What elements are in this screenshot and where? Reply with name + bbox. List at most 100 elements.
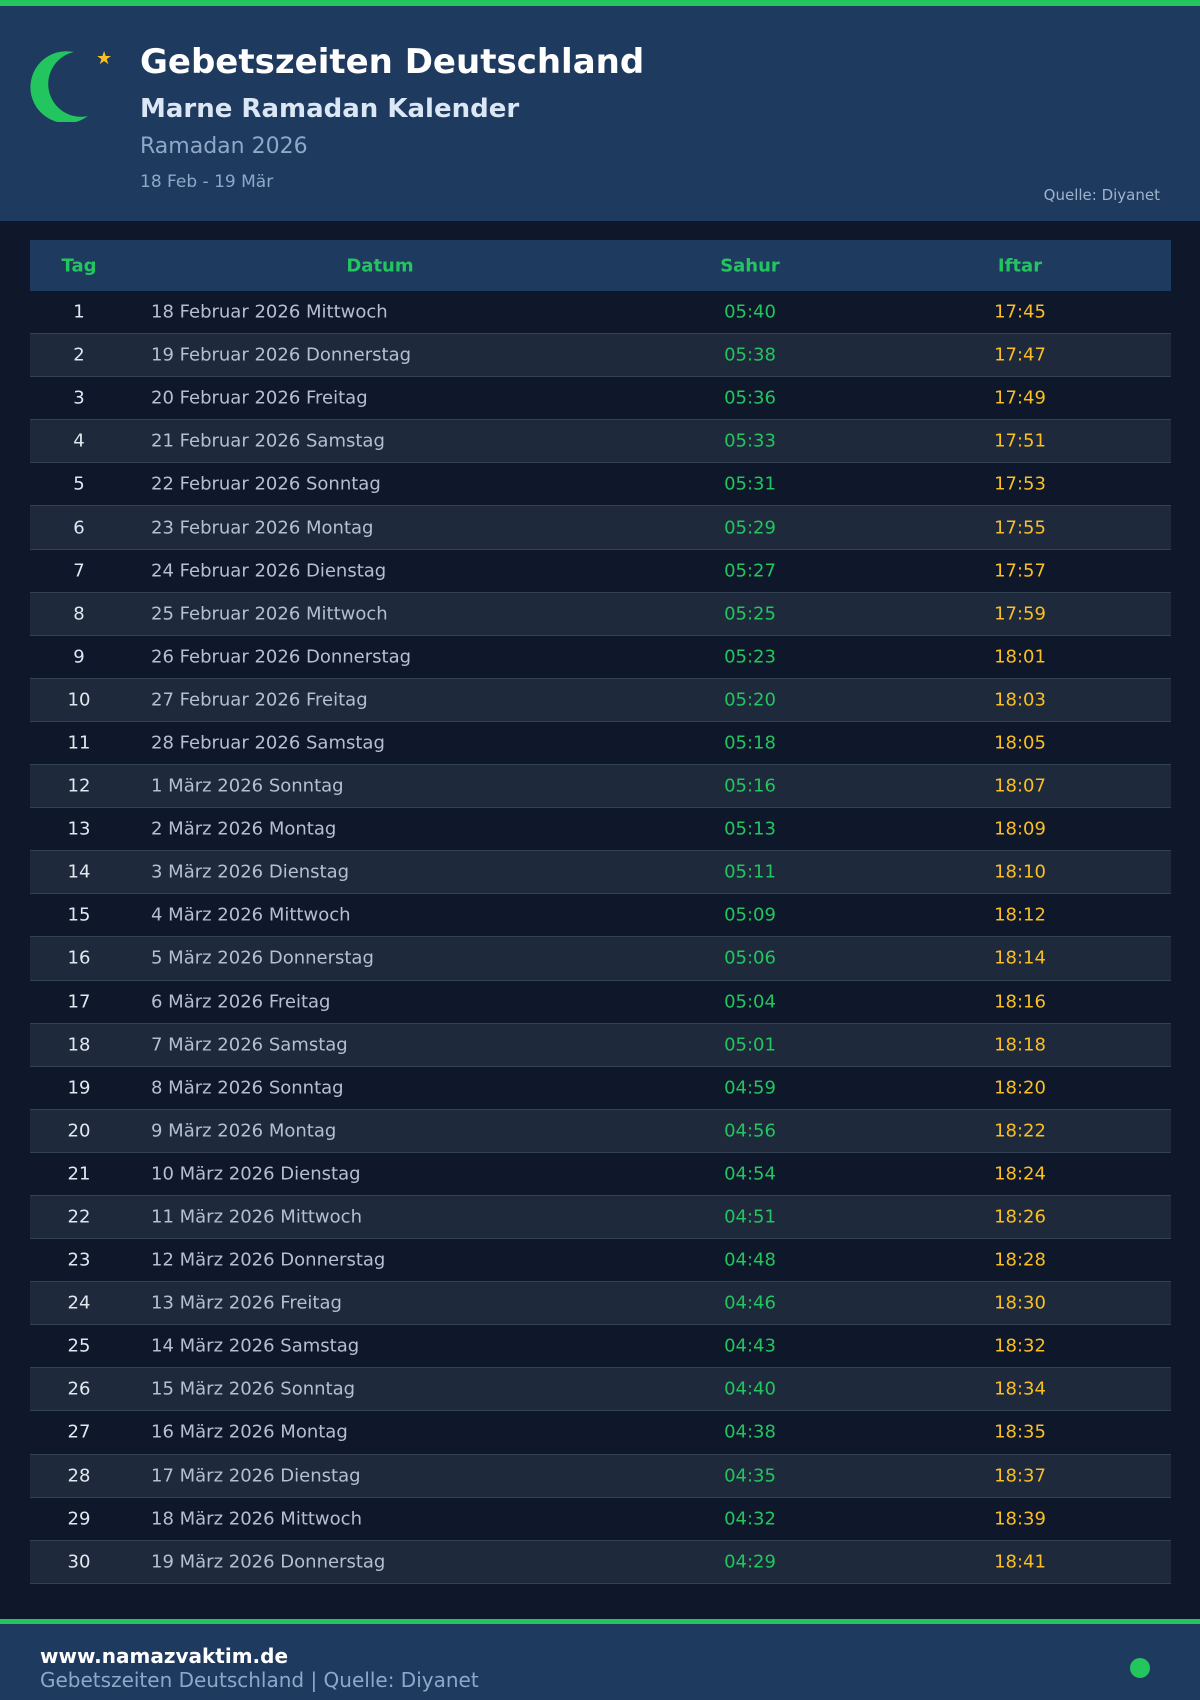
cell-iftar: 18:34	[994, 1378, 1046, 1400]
cell-iftar: 18:05	[994, 732, 1046, 754]
cell-sahur: 04:54	[724, 1163, 776, 1185]
cell-sahur: 04:29	[724, 1551, 776, 1573]
star-icon: ★	[96, 48, 113, 69]
cell-sahur: 05:11	[724, 861, 776, 883]
page-subtitle: Marne Ramadan Kalender	[140, 94, 520, 124]
table-row: 19 8 März 2026 Sonntag 04:59 18:20	[30, 1067, 1171, 1110]
cell-datum: 19 Februar 2026 Donnerstag	[151, 344, 412, 366]
crescent-moon-icon	[30, 51, 88, 122]
cell-datum: 3 März 2026 Dienstag	[151, 861, 350, 883]
cell-datum: 25 Februar 2026 Mittwoch	[151, 603, 388, 625]
footer-site-link[interactable]: www.namazvaktim.de	[40, 1644, 289, 1668]
cell-datum: 21 Februar 2026 Samstag	[151, 430, 385, 452]
cell-iftar: 18:22	[994, 1120, 1046, 1142]
table-row: 22 11 März 2026 Mittwoch 04:51 18:26	[30, 1195, 1171, 1240]
cell-tag: 1	[73, 301, 85, 323]
cell-sahur: 04:35	[724, 1465, 776, 1487]
cell-sahur: 05:18	[724, 732, 776, 754]
cell-iftar: 17:47	[994, 344, 1046, 366]
cell-datum: 10 März 2026 Dienstag	[151, 1163, 361, 1185]
cell-sahur: 05:33	[724, 430, 776, 452]
cell-iftar: 18:37	[994, 1465, 1046, 1487]
cell-tag: 24	[67, 1292, 91, 1314]
cell-sahur: 04:38	[724, 1421, 776, 1443]
column-header-datum: Datum	[346, 255, 414, 276]
cell-sahur: 05:04	[724, 991, 776, 1013]
cell-tag: 18	[67, 1034, 91, 1056]
cell-sahur: 04:32	[724, 1508, 776, 1530]
cell-datum: 1 März 2026 Sonntag	[151, 775, 344, 797]
column-header-sahur: Sahur	[720, 255, 780, 276]
status-dot-icon	[1130, 1658, 1150, 1678]
cell-sahur: 05:36	[724, 387, 776, 409]
table-row: 24 13 März 2026 Freitag 04:46 18:30	[30, 1282, 1171, 1326]
table-row: 10 27 Februar 2026 Freitag 05:20 18:03	[30, 678, 1171, 722]
cell-datum: 13 März 2026 Freitag	[151, 1292, 342, 1314]
cell-sahur: 05:16	[724, 775, 776, 797]
cell-iftar: 18:35	[994, 1421, 1046, 1443]
cell-tag: 26	[67, 1378, 91, 1400]
table-row: 9 26 Februar 2026 Donnerstag 05:23 18:01	[30, 636, 1171, 679]
cell-tag: 2	[73, 344, 85, 366]
cell-datum: 26 Februar 2026 Donnerstag	[151, 646, 412, 668]
cell-sahur: 04:56	[724, 1120, 776, 1142]
cell-sahur: 04:40	[724, 1378, 776, 1400]
cell-iftar: 18:12	[994, 904, 1046, 926]
cell-tag: 5	[73, 473, 85, 495]
cell-sahur: 05:13	[724, 818, 776, 840]
cell-tag: 16	[67, 947, 91, 969]
table-row: 12 1 März 2026 Sonntag 05:16 18:07	[30, 765, 1171, 809]
table-row: 4 21 Februar 2026 Samstag 05:33 17:51	[30, 420, 1171, 464]
cell-iftar: 18:39	[994, 1508, 1046, 1530]
cell-iftar: 18:30	[994, 1292, 1046, 1314]
cell-iftar: 18:24	[994, 1163, 1046, 1185]
cell-iftar: 18:41	[994, 1551, 1046, 1573]
cell-iftar: 18:32	[994, 1335, 1046, 1357]
cell-datum: 24 Februar 2026 Dienstag	[151, 560, 387, 582]
page-header: ★ Gebetszeiten Deutschland Marne Ramadan…	[0, 6, 1200, 221]
table-row: 8 25 Februar 2026 Mittwoch 05:25 17:59	[30, 592, 1171, 636]
cell-tag: 15	[67, 904, 91, 926]
page-footer: www.namazvaktim.de Gebetszeiten Deutschl…	[0, 1619, 1200, 1700]
cell-iftar: 17:53	[994, 473, 1046, 495]
table-row: 16 5 März 2026 Donnerstag 05:06 18:14	[30, 937, 1171, 981]
table-row: 11 28 Februar 2026 Samstag 05:18 18:05	[30, 722, 1171, 766]
table-row: 1 18 Februar 2026 Mittwoch 05:40 17:45	[30, 291, 1171, 335]
table-row: 2 19 Februar 2026 Donnerstag 05:38 17:47	[30, 334, 1171, 378]
cell-iftar: 18:07	[994, 775, 1046, 797]
cell-sahur: 05:20	[724, 689, 776, 711]
cell-sahur: 05:27	[724, 560, 776, 582]
cell-iftar: 18:10	[994, 861, 1046, 883]
column-header-tag: Tag	[61, 255, 97, 276]
table-row: 21 10 März 2026 Dienstag 04:54 18:24	[30, 1153, 1171, 1196]
table-body: 1 18 Februar 2026 Mittwoch 05:40 17:45 2 19 F…	[30, 291, 1171, 1584]
cell-datum: 14 März 2026 Samstag	[151, 1335, 360, 1357]
cell-sahur: 05:29	[724, 517, 776, 539]
cell-iftar: 18:01	[994, 646, 1046, 668]
cell-sahur: 05:25	[724, 603, 776, 625]
table-row: 5 22 Februar 2026 Sonntag 05:31 17:53	[30, 463, 1171, 507]
cell-tag: 13	[67, 818, 91, 840]
cell-iftar: 18:18	[994, 1034, 1046, 1056]
cell-tag: 4	[73, 430, 85, 452]
cell-iftar: 17:55	[994, 517, 1046, 539]
cell-datum: 17 März 2026 Dienstag	[151, 1465, 361, 1487]
cell-iftar: 18:20	[994, 1077, 1046, 1099]
table-row: 6 23 Februar 2026 Montag 05:29 17:55	[30, 506, 1171, 550]
cell-tag: 29	[67, 1508, 91, 1530]
ramadan-year: Ramadan 2026	[140, 134, 308, 159]
cell-tag: 27	[67, 1421, 91, 1443]
cell-tag: 8	[73, 603, 85, 625]
cell-tag: 19	[67, 1077, 91, 1099]
cell-tag: 11	[67, 732, 91, 754]
cell-datum: 8 März 2026 Sonntag	[151, 1077, 344, 1099]
cell-datum: 2 März 2026 Montag	[151, 818, 337, 840]
table-row: 27 16 März 2026 Montag 04:38 18:35	[30, 1411, 1171, 1455]
cell-tag: 17	[67, 991, 91, 1013]
cell-tag: 20	[67, 1120, 91, 1142]
table-row: 3 20 Februar 2026 Freitag 05:36 17:49	[30, 377, 1171, 421]
page-title: Gebetszeiten Deutschland	[140, 42, 645, 82]
cell-iftar: 17:49	[994, 387, 1046, 409]
cell-iftar: 18:26	[994, 1206, 1046, 1228]
source-label: Quelle: Diyanet	[1043, 186, 1160, 204]
